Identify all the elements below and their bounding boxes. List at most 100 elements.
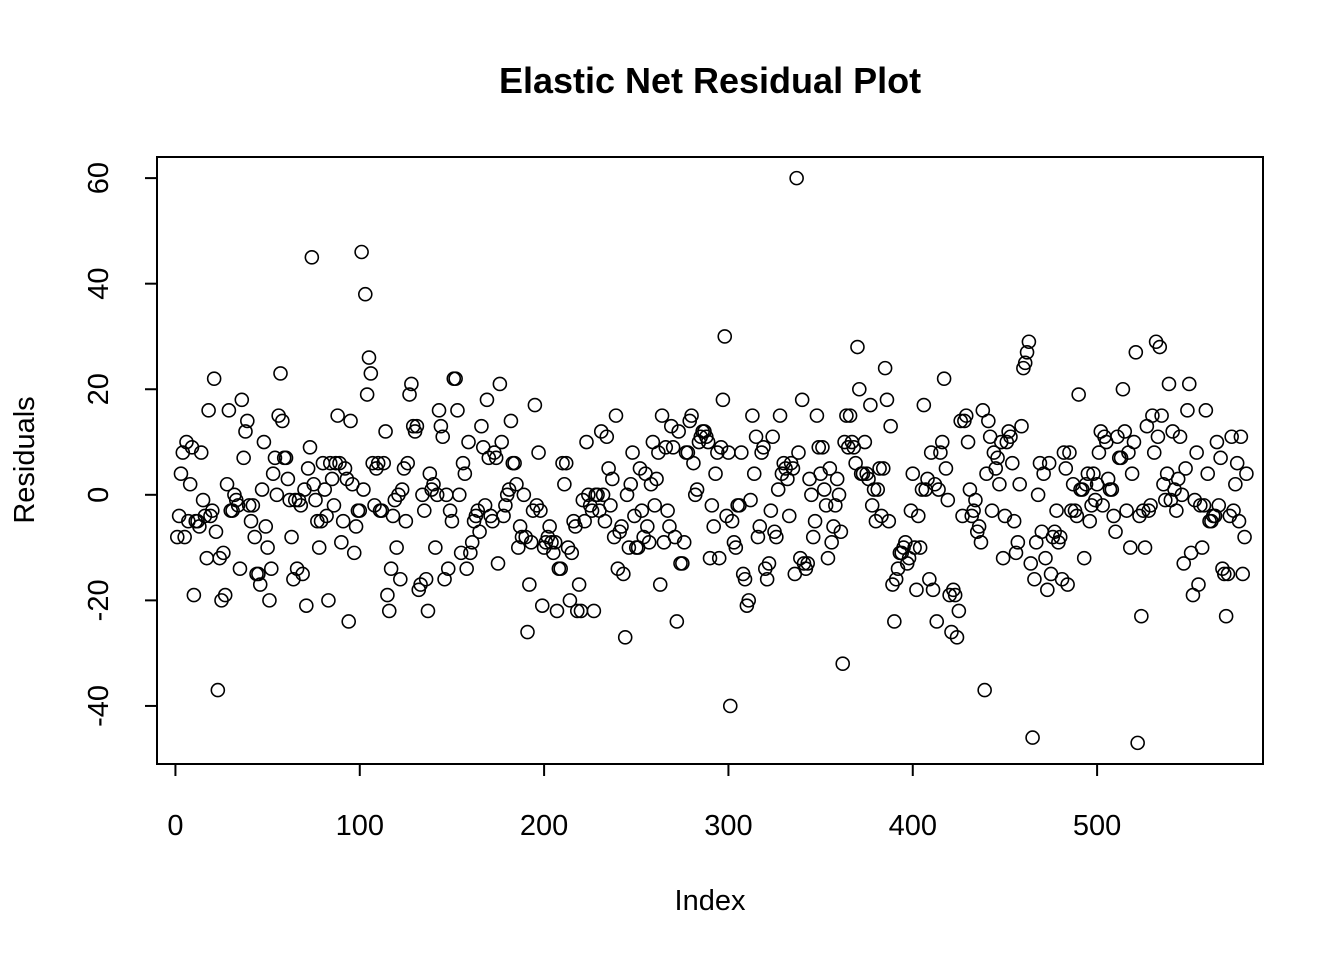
data-point — [378, 424, 393, 439]
data-point — [256, 434, 272, 450]
data-point — [702, 550, 718, 566]
data-point — [829, 471, 845, 487]
data-point — [346, 545, 362, 561]
data-point — [547, 535, 563, 550]
data-point — [555, 455, 570, 471]
data-point — [940, 492, 956, 508]
data-point — [717, 329, 733, 344]
data-point — [599, 429, 615, 445]
data-point — [418, 571, 434, 587]
data-point — [1152, 339, 1168, 355]
data-point — [605, 471, 620, 487]
data-point — [304, 249, 320, 265]
data-point — [966, 503, 981, 518]
data-point — [1181, 376, 1197, 392]
data-point — [617, 630, 633, 645]
data-point — [606, 529, 622, 545]
x-tick-label: 200 — [520, 810, 568, 842]
data-point — [450, 403, 465, 418]
data-point — [385, 508, 401, 524]
data-point — [675, 556, 690, 571]
data-point — [590, 487, 605, 503]
data-point — [1224, 429, 1239, 445]
data-point — [470, 503, 486, 518]
data-point — [420, 603, 436, 619]
data-point — [1069, 508, 1085, 524]
data-point — [1078, 476, 1094, 492]
data-point — [1196, 498, 1212, 513]
data-point — [934, 434, 950, 450]
data-point — [746, 466, 762, 481]
data-point — [1233, 429, 1249, 445]
data-point — [510, 540, 526, 555]
data-point — [1017, 355, 1033, 371]
data-point — [206, 371, 222, 386]
data-point — [1218, 608, 1234, 624]
data-point — [1106, 508, 1121, 524]
data-point — [295, 566, 310, 582]
data-point — [299, 598, 314, 613]
data-point — [481, 450, 497, 466]
data-point — [1145, 408, 1160, 423]
data-point — [887, 614, 902, 629]
data-point — [357, 286, 373, 302]
data-point — [1060, 577, 1075, 592]
data-point — [1220, 566, 1236, 582]
data-point — [704, 498, 720, 513]
data-point — [1095, 498, 1110, 513]
data-point — [322, 455, 338, 471]
data-point — [1030, 487, 1046, 503]
data-point — [1128, 344, 1144, 360]
data-point — [759, 571, 775, 587]
data-point — [953, 413, 968, 429]
data-point — [1086, 466, 1101, 481]
data-point — [531, 445, 546, 460]
data-point — [398, 513, 414, 529]
data-point — [852, 381, 867, 397]
data-point — [1040, 582, 1055, 598]
data-point — [616, 566, 631, 582]
data-point — [370, 455, 386, 471]
data-point — [1172, 429, 1188, 445]
data-point — [337, 461, 353, 476]
data-point — [359, 387, 375, 402]
data-point — [874, 508, 889, 524]
data-point — [765, 429, 780, 445]
data-point — [1216, 566, 1232, 582]
data-point — [868, 513, 884, 529]
data-point — [1032, 455, 1048, 471]
data-point — [383, 561, 399, 577]
data-point — [689, 482, 705, 497]
data-point — [1027, 571, 1042, 587]
data-point — [503, 413, 519, 429]
data-point — [439, 487, 454, 503]
data-point — [741, 593, 757, 608]
data-point — [1189, 445, 1204, 460]
data-point — [1194, 540, 1210, 555]
data-point — [428, 540, 443, 555]
data-point — [479, 392, 495, 408]
data-point — [278, 450, 294, 466]
data-point — [1091, 445, 1107, 460]
data-point — [1135, 503, 1151, 518]
data-point — [332, 455, 347, 471]
data-point — [197, 508, 213, 524]
data-point — [883, 418, 898, 434]
data-point — [1207, 508, 1223, 524]
data-point — [527, 397, 543, 413]
data-point — [216, 545, 231, 561]
data-point — [251, 566, 266, 582]
data-point — [569, 603, 585, 619]
data-point — [944, 624, 959, 640]
data-point — [608, 408, 624, 423]
data-point — [533, 503, 548, 518]
data-point — [603, 498, 618, 513]
data-point — [448, 371, 463, 386]
data-point — [905, 466, 921, 481]
data-point — [509, 476, 524, 492]
data-point — [794, 392, 810, 408]
data-point — [1108, 524, 1123, 540]
data-point — [210, 682, 226, 698]
data-point — [910, 508, 926, 524]
